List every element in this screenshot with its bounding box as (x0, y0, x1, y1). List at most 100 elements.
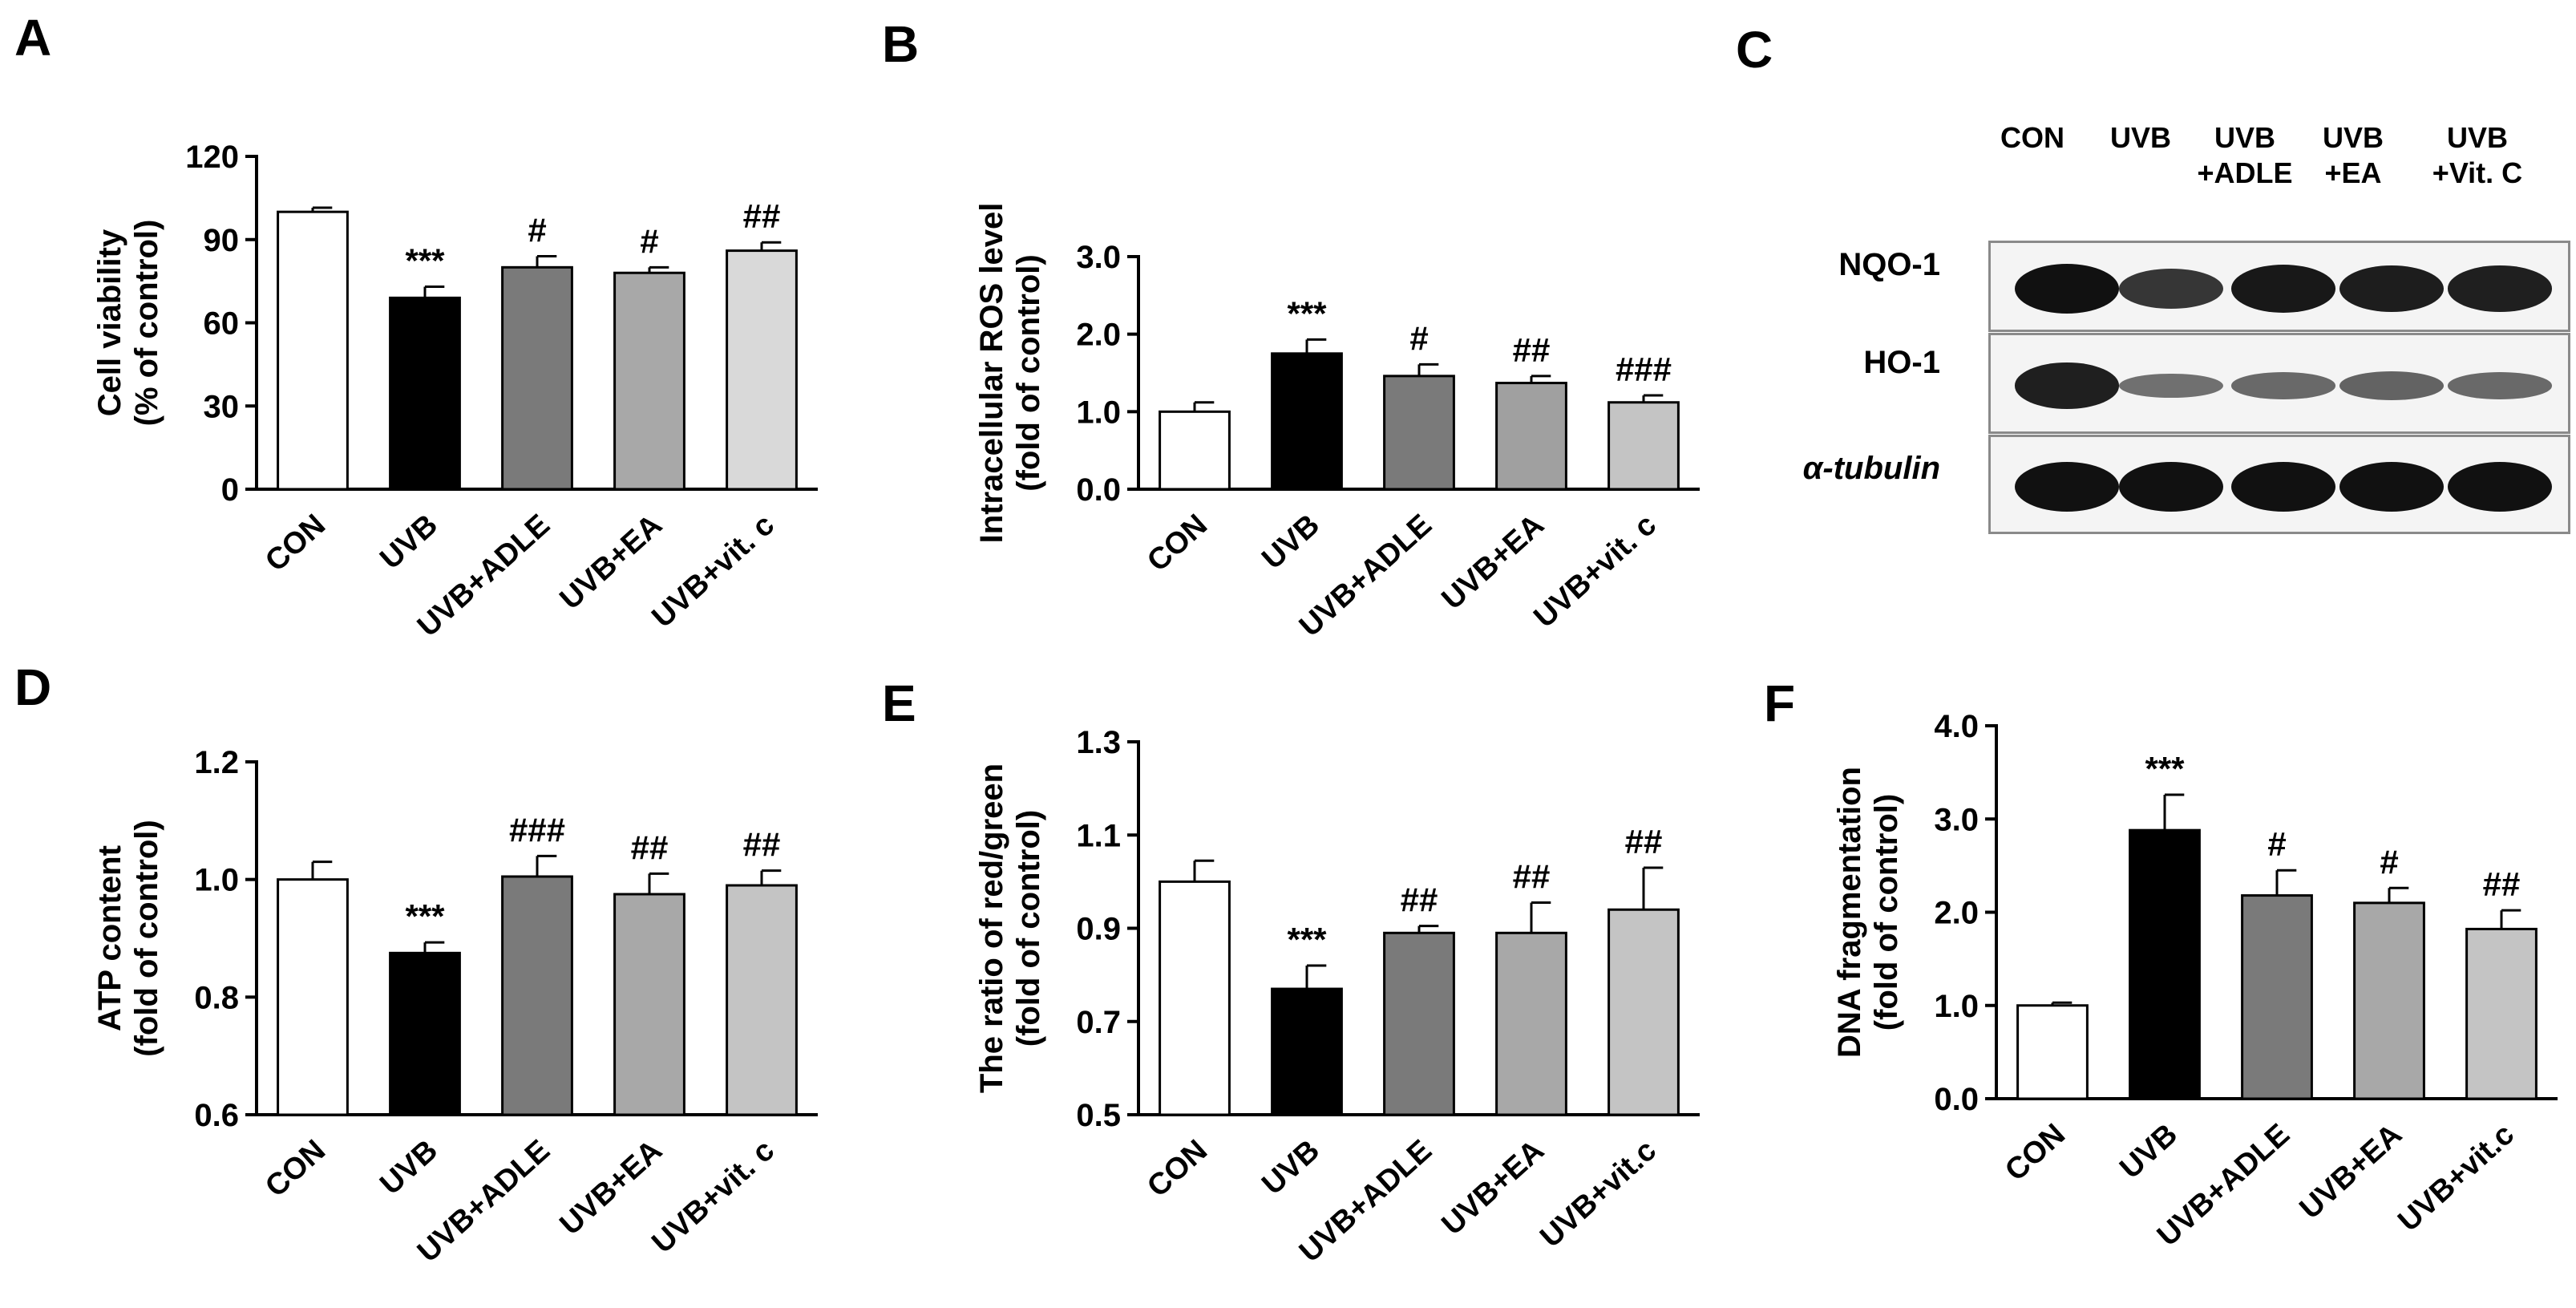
blot-band (2015, 264, 2119, 314)
panel-letter-f: F (1764, 674, 1796, 732)
category-label: UVB+vit.c (2392, 1117, 2521, 1238)
y-tick-label: 60 (204, 306, 240, 342)
blot-band (2015, 362, 2119, 409)
category-label: UVB (1256, 508, 1326, 576)
bar (501, 875, 573, 1116)
panel-letter-b: B (882, 15, 920, 73)
category-label: CON (1999, 1117, 2072, 1188)
bar (1383, 375, 1455, 491)
blot-row-label-nqo1: NQO-1 (1838, 247, 1940, 282)
y-tick-label: 2.0 (1934, 896, 1979, 931)
y-tick-label: 1.2 (194, 745, 239, 780)
blot-band (2339, 265, 2444, 313)
significance-label: *** (1287, 921, 1327, 958)
significance-label: ## (743, 826, 781, 864)
bar (1271, 987, 1343, 1116)
y-axis-label: (fold of control) (1869, 794, 1904, 1031)
category-label: CON (259, 1133, 332, 1204)
category-label: UVB (1256, 1133, 1326, 1201)
panel-letter-c: C (1736, 21, 1773, 79)
bar (2129, 828, 2201, 1100)
y-tick-label: 0.9 (1076, 912, 1121, 947)
category-label: UVB+EA (1436, 1133, 1551, 1241)
category-label: CON (259, 508, 332, 578)
bar (2241, 894, 2313, 1100)
significance-label: # (2380, 843, 2398, 881)
category-label: UVB+EA (554, 1133, 669, 1241)
bar (1607, 401, 1680, 491)
y-axis-label: (% of control) (129, 220, 164, 427)
significance-label: ## (1625, 823, 1663, 861)
y-axis-label: Cell viability (92, 229, 127, 416)
bar (2465, 927, 2538, 1100)
blot-band (2448, 265, 2552, 312)
category-label: CON (1141, 1133, 1214, 1204)
bar (1271, 352, 1343, 491)
bar (389, 296, 461, 491)
category-label: UVB+vit.c (1534, 1133, 1663, 1254)
y-axis-label: The ratio of red/green (974, 763, 1009, 1093)
blot-band (2231, 372, 2335, 399)
significance-label: # (528, 212, 546, 249)
chart-b-ros-level: 0.0 1.0 2.0 3.0 Intracellular ROS level (fold… (974, 203, 1700, 643)
blot-band (2231, 462, 2335, 512)
category-label: UVB+vit. c (645, 508, 781, 634)
bar (1383, 931, 1455, 1116)
blot-band (2119, 269, 2223, 309)
blot-band (2339, 371, 2444, 400)
category-label: UVB (2113, 1117, 2184, 1185)
panel-letter-d: D (14, 658, 52, 716)
y-tick-label: 0.7 (1076, 1005, 1121, 1040)
y-tick-label: 1.0 (1934, 989, 1979, 1024)
category-label: UVB (374, 1133, 444, 1201)
y-tick-label: 0 (221, 472, 239, 508)
significance-label: # (1409, 319, 1428, 357)
western-blot-panel: CON UVB UVB +ADLE UVB +EA UVB +Vit. C NQ… (1724, 104, 2576, 553)
blot-strip-ho1 (1988, 333, 2570, 434)
significance-label: ### (509, 811, 565, 848)
y-tick-label: 2.0 (1076, 318, 1121, 353)
y-tick-label: 90 (204, 223, 240, 258)
y-axis-label: (fold of control) (129, 820, 164, 1056)
blot-band (2119, 373, 2223, 399)
significance-label: ## (743, 197, 781, 235)
blot-lane-label: UVB (2109, 121, 2171, 154)
y-axis-label: ATP content (92, 845, 127, 1031)
y-tick-label: 3.0 (1934, 802, 1979, 837)
bar (613, 893, 685, 1116)
blot-lane-label: CON (2000, 121, 2064, 154)
significance-label: *** (1287, 294, 1327, 332)
blot-row-label-tubulin: α-tubulin (1802, 451, 1940, 486)
blot-band (2448, 372, 2552, 399)
bar (613, 271, 685, 491)
y-tick-label: 0.5 (1076, 1098, 1121, 1133)
bar (501, 265, 573, 491)
y-tick-label: 0.6 (194, 1098, 239, 1133)
category-label: CON (1141, 508, 1214, 578)
category-label: UVB+vit. c (645, 1133, 781, 1260)
y-tick-label: 30 (204, 389, 240, 424)
y-tick-label: 3.0 (1076, 240, 1121, 275)
significance-label: ## (1513, 331, 1551, 369)
blot-lane-label: UVB +ADLE (2197, 121, 2293, 189)
significance-label: # (2267, 825, 2286, 863)
significance-label: ## (1513, 858, 1551, 896)
category-label: UVB+vit. c (1527, 508, 1663, 634)
y-tick-label: 4.0 (1934, 709, 1979, 744)
chart-d-atp-content: 0.6 0.8 1.0 1.2 ATP content (fold of control)… (92, 745, 818, 1269)
significance-label: ## (2483, 865, 2521, 903)
bar (1159, 410, 1231, 491)
chart-f-dna-fragmentation: 0.0 1.0 2.0 3.0 4.0 DNA fragmentation (fold of… (1832, 709, 2558, 1253)
y-axis-label: Intracellular ROS level (974, 203, 1009, 544)
y-axis-label: (fold of control) (1011, 810, 1046, 1047)
bar (277, 878, 349, 1116)
y-tick-label: 120 (185, 140, 239, 175)
blot-row-label-ho1: HO-1 (1863, 345, 1940, 380)
category-label: UVB+EA (1436, 508, 1551, 616)
y-axis-label: (fold of control) (1011, 254, 1046, 491)
blot-band (2448, 462, 2552, 512)
significance-label: ### (1616, 350, 1672, 388)
y-tick-label: 1.1 (1076, 818, 1121, 853)
bar (2353, 901, 2425, 1100)
blot-band (2119, 462, 2223, 512)
